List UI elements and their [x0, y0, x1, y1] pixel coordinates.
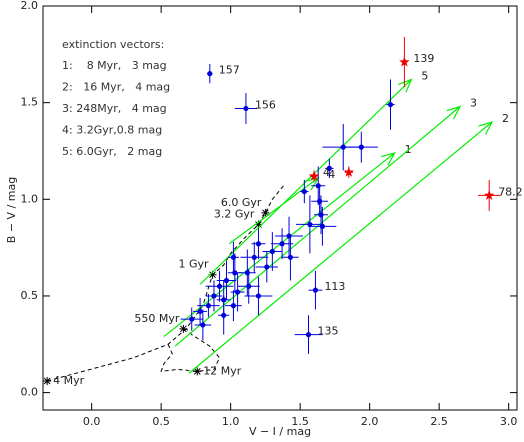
- point-label: 156: [255, 98, 276, 111]
- point: [301, 188, 307, 195]
- x-tick-label: 1.0: [222, 415, 240, 428]
- point-label: 78.2: [498, 185, 523, 198]
- point: [255, 241, 262, 247]
- vector-label: 5: [421, 69, 428, 82]
- point: [221, 312, 227, 318]
- point: [307, 221, 313, 228]
- point: [287, 254, 294, 260]
- point: [243, 105, 249, 112]
- star-point: [308, 170, 320, 181]
- legend-row: 4: 3.2Gyr,0.8 mag: [62, 124, 162, 137]
- y-tick-label: 2.0: [21, 0, 39, 12]
- age-marker: [193, 367, 202, 376]
- point-label: 139: [413, 52, 434, 65]
- point: [326, 165, 332, 171]
- x-tick-label: 2.0: [361, 415, 379, 428]
- vector-label: 3: [470, 97, 477, 110]
- point: [269, 248, 275, 255]
- point: [279, 241, 285, 247]
- star-point: [343, 166, 355, 177]
- point: [255, 293, 262, 299]
- x-tick-label: 2.5: [430, 415, 448, 428]
- point: [200, 322, 206, 328]
- star-point: [483, 189, 495, 200]
- legend-row: 1: 8 Myr, 3 mag: [62, 59, 167, 72]
- point: [232, 270, 238, 276]
- extinction-vector: [199, 78, 413, 285]
- legend-title: extinction vectors:: [62, 38, 164, 51]
- x-tick-label: 0.5: [152, 415, 170, 428]
- y-axis-label: B − V / mag: [5, 177, 18, 243]
- legend: extinction vectors: 1: 8 Myr, 3 mag 2: 16…: [62, 38, 170, 158]
- age-marker: [208, 270, 217, 279]
- extinction-vector: [188, 120, 494, 374]
- vector-label: 2: [502, 112, 509, 125]
- extinction-vector: [163, 151, 396, 338]
- y-tick-label: 1.0: [21, 192, 39, 205]
- y-tick-label: 0.5: [21, 289, 39, 302]
- point: [189, 316, 195, 322]
- x-tick-label: 1.5: [291, 415, 309, 428]
- point-label: 157: [219, 64, 240, 77]
- age-label: 6.0 Gyr: [221, 196, 262, 209]
- age-marker: [179, 324, 188, 333]
- point-label: 4: [323, 166, 330, 179]
- age-marker: [261, 208, 270, 217]
- point: [251, 254, 257, 260]
- legend-row: 2: 16 Myr, 4 mag: [62, 81, 170, 94]
- point: [205, 303, 212, 309]
- age-marker: [43, 377, 52, 386]
- age-marker: [254, 220, 263, 229]
- age-label: 12 Myr: [203, 364, 241, 377]
- point: [312, 287, 319, 293]
- age-label: 3.2 Gyr: [214, 207, 255, 220]
- point: [358, 144, 364, 150]
- x-tick-label: 0.0: [83, 415, 101, 428]
- point: [223, 277, 230, 284]
- point: [319, 223, 325, 229]
- point: [264, 264, 270, 270]
- star-point: [399, 56, 410, 67]
- point: [216, 283, 223, 289]
- point: [207, 71, 213, 77]
- point: [340, 144, 346, 150]
- age-label: 550 Myr: [134, 312, 179, 325]
- y-tick-label: 0.0: [21, 386, 39, 399]
- legend-row: 3: 248Myr, 4 mag: [62, 102, 167, 115]
- vector-label: 4: [328, 168, 335, 181]
- legend-row: 5: 6.0Gyr, 2 mag: [62, 145, 162, 158]
- point: [230, 303, 237, 309]
- point: [387, 101, 394, 108]
- point: [305, 332, 312, 338]
- point: [246, 283, 252, 289]
- x-tick-label: 3.0: [500, 415, 518, 428]
- point: [197, 308, 203, 315]
- model-track-loop: [160, 328, 221, 372]
- point-label: 113: [324, 280, 345, 293]
- age-label: 4 Myr: [53, 374, 84, 387]
- y-tick-label: 1.5: [21, 96, 39, 109]
- plot-frame: [42, 5, 518, 411]
- point-label: 135: [317, 325, 338, 338]
- point: [211, 293, 217, 299]
- age-label: 1 Gyr: [179, 258, 210, 271]
- point: [235, 289, 241, 295]
- x-axis-label: V − I / mag: [249, 425, 311, 438]
